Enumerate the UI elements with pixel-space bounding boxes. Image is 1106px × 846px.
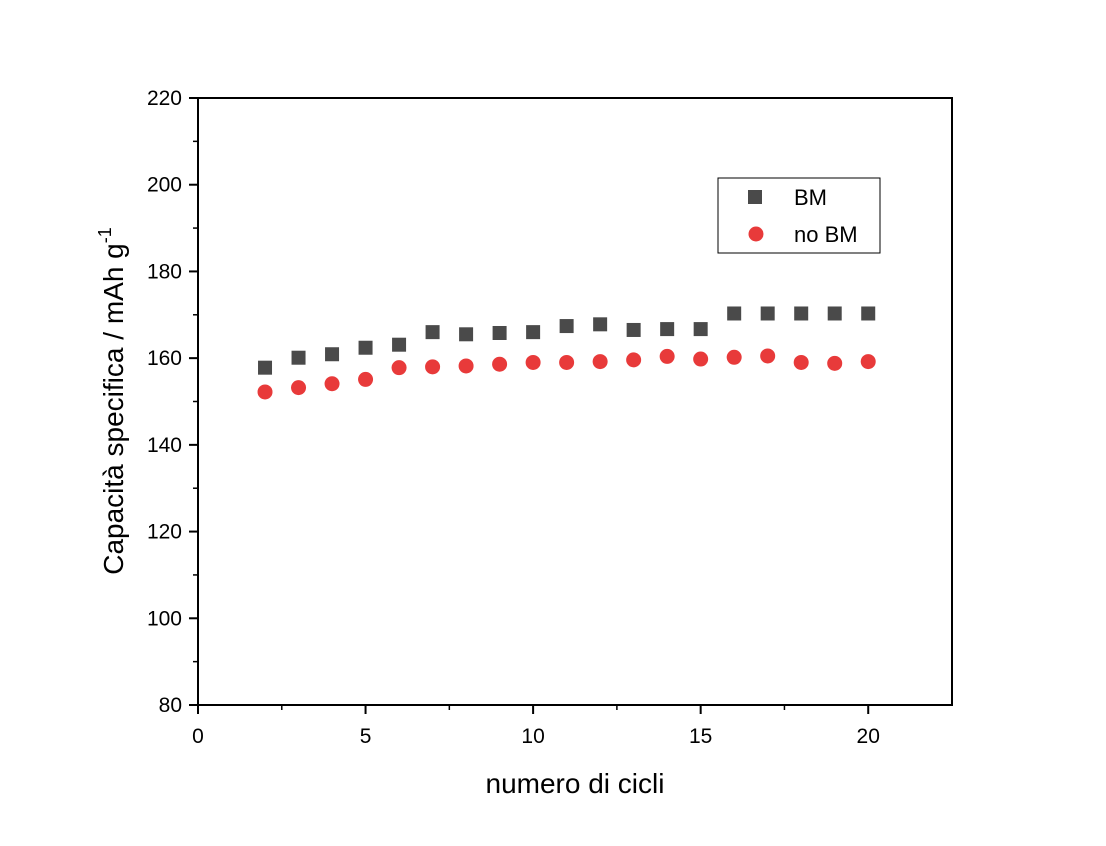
y-axis-label-group: Capacità specifica / mAh g-1 — [95, 227, 129, 575]
y-tick-label-140: 140 — [147, 434, 182, 457]
x-tick-label-10: 10 — [521, 725, 544, 748]
legend: BM no BM — [717, 177, 881, 254]
point-bm-17 — [760, 306, 775, 321]
legend-marker-bm — [748, 190, 762, 204]
plot-frame — [197, 97, 953, 706]
point-bm-6 — [392, 337, 407, 352]
legend-box — [717, 177, 881, 254]
point-no-bm-2 — [257, 384, 273, 400]
point-no-bm-8 — [458, 358, 474, 374]
y-tick-label-100: 100 — [147, 607, 182, 630]
y-tick-label-160: 160 — [147, 347, 182, 370]
point-bm-8 — [459, 327, 474, 342]
point-no-bm-5 — [358, 371, 374, 387]
data-marks — [257, 306, 876, 400]
point-no-bm-11 — [559, 354, 575, 370]
point-no-bm-19 — [827, 355, 843, 371]
y-tick-label-220: 220 — [147, 87, 182, 110]
axis-ticks: 0 5 10 15 20 80 100 120 140 160 180 200 220 — [147, 87, 880, 748]
x-tick-label-15: 15 — [689, 725, 712, 748]
point-no-bm-16 — [726, 349, 742, 365]
point-bm-9 — [492, 325, 507, 340]
point-bm-14 — [660, 322, 675, 337]
point-no-bm-3 — [291, 380, 307, 396]
point-no-bm-18 — [793, 354, 809, 370]
y-axis-label-superscript: -1 — [95, 227, 115, 243]
point-bm-3 — [291, 350, 306, 365]
legend-marker-no-bm — [748, 226, 764, 242]
point-bm-18 — [794, 306, 809, 321]
point-no-bm-17 — [760, 348, 776, 364]
point-bm-15 — [693, 322, 708, 337]
y-axis-label: Capacità specifica / mAh g-1 — [95, 227, 129, 575]
point-bm-19 — [827, 306, 842, 321]
point-no-bm-20 — [860, 354, 876, 370]
point-no-bm-10 — [525, 354, 541, 370]
point-bm-13 — [626, 322, 641, 337]
x-tick-label-5: 5 — [360, 725, 372, 748]
point-bm-12 — [593, 317, 608, 332]
y-axis-label-main: Capacità specifica / mAh g — [98, 243, 129, 575]
legend-label-no-bm: no BM — [794, 222, 858, 247]
point-bm-2 — [258, 360, 273, 375]
x-axis-label: numero di cicli — [486, 768, 665, 799]
point-no-bm-12 — [592, 354, 608, 370]
point-bm-4 — [325, 347, 340, 362]
y-tick-label-120: 120 — [147, 521, 182, 544]
point-no-bm-15 — [693, 351, 709, 367]
point-bm-16 — [727, 306, 742, 321]
point-no-bm-7 — [425, 359, 441, 375]
point-no-bm-13 — [626, 352, 642, 368]
point-bm-7 — [425, 325, 440, 340]
y-tick-label-200: 200 — [147, 174, 182, 197]
point-bm-11 — [559, 319, 574, 334]
point-bm-5 — [358, 340, 373, 355]
point-no-bm-6 — [391, 360, 407, 376]
x-tick-label-0: 0 — [192, 725, 204, 748]
x-tick-label-20: 20 — [857, 725, 880, 748]
point-bm-10 — [526, 325, 541, 340]
point-no-bm-14 — [659, 348, 675, 364]
point-bm-20 — [861, 306, 876, 321]
point-no-bm-4 — [324, 376, 340, 392]
y-tick-label-180: 180 — [147, 260, 182, 283]
y-tick-label-80: 80 — [159, 694, 182, 717]
legend-label-bm: BM — [794, 185, 827, 210]
point-no-bm-9 — [492, 356, 508, 372]
